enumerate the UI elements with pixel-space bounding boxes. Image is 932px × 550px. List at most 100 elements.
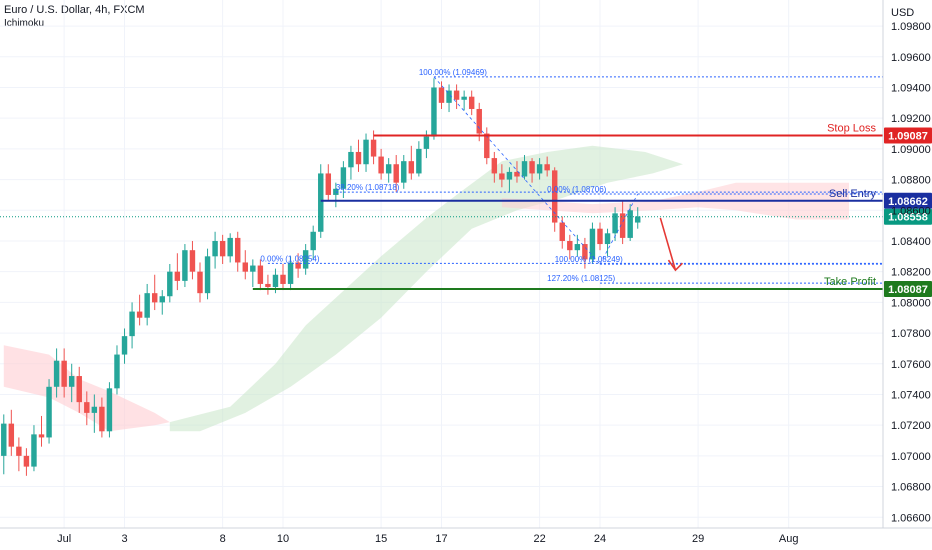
candle-body — [612, 213, 618, 234]
candle-body — [53, 360, 60, 387]
candle-body — [635, 216, 641, 223]
y-tick-label: 1.08800 — [891, 175, 931, 187]
y-tick-label: 1.09400 — [891, 82, 931, 94]
candle-body — [393, 164, 399, 183]
y-tick-label: 1.07000 — [891, 451, 931, 463]
candle-body — [416, 148, 422, 174]
candle-body — [318, 173, 324, 232]
candle-body — [99, 406, 105, 432]
candle-body — [23, 455, 30, 467]
price-badge — [884, 281, 932, 298]
fib-level-label: 0.00% (1.08254) — [260, 254, 319, 263]
candle-body — [106, 388, 113, 432]
candle-body — [242, 262, 248, 272]
candle-body — [295, 262, 301, 269]
candle-body — [544, 164, 550, 171]
candle-body — [250, 265, 256, 272]
candle-body — [551, 170, 558, 223]
candle-body — [204, 256, 211, 294]
candle-body — [151, 293, 158, 303]
candle-body — [348, 151, 354, 168]
fib-level-label: 0.00% (1.08706) — [547, 185, 606, 194]
candle-body — [182, 250, 188, 281]
y-tick-label: 1.07200 — [891, 420, 931, 432]
level-label: Stop Loss — [827, 123, 876, 135]
candle-body — [597, 228, 603, 245]
x-tick-label: Aug — [779, 533, 799, 545]
candle-body — [136, 311, 143, 318]
y-tick-label: 1.07400 — [891, 389, 931, 401]
x-tick-label: 17 — [435, 533, 447, 545]
candle-body — [144, 293, 150, 318]
x-tick-label: 10 — [277, 533, 289, 545]
fibonacci-lines: 100.00% (1.09469) 38.20% (1.08718) 0.00% (… — [260, 68, 883, 284]
candle-body — [438, 87, 445, 103]
candle-body — [567, 240, 573, 251]
candles — [1, 78, 641, 476]
candle-body — [235, 237, 241, 263]
x-tick-label: 8 — [220, 533, 226, 545]
candle-body — [310, 231, 316, 251]
candle-body — [219, 240, 226, 257]
candle-body — [355, 151, 362, 165]
candle-body — [46, 386, 52, 438]
indicator-label[interactable]: Ichimoku — [4, 18, 45, 29]
candle-body — [257, 265, 264, 284]
candle-body — [325, 173, 332, 195]
price-badge-text: 1.08662 — [888, 196, 928, 208]
candle-body — [574, 244, 581, 251]
candle-body — [627, 210, 633, 238]
candle-body — [227, 237, 233, 257]
candle-body — [265, 283, 271, 288]
candle-body — [491, 158, 498, 174]
x-tick-label: 22 — [533, 533, 545, 545]
grid-layer — [0, 0, 883, 528]
cloud-segment-red — [3, 345, 170, 432]
y-tick-label: 1.09600 — [891, 52, 931, 64]
y-tick-label: 1.09800 — [891, 21, 931, 33]
candle-body — [114, 354, 120, 389]
candle-body — [302, 250, 309, 269]
last-price-badge — [884, 208, 932, 225]
fib-level-label: 38.20% (1.08718) — [336, 183, 400, 192]
candle-body — [189, 250, 196, 272]
candle-body — [167, 271, 173, 297]
y-tick-label: 1.07800 — [891, 328, 931, 340]
fib-trend-line — [599, 193, 639, 265]
candle-body — [484, 133, 490, 159]
price-axis: USD 1.06600 1.06800 1.07000 1.07200 1.07400 1.… — [882, 0, 931, 528]
candle-body — [476, 108, 482, 134]
candle-body — [340, 167, 347, 189]
down-arrow-head — [667, 259, 684, 272]
candle-body — [8, 423, 15, 447]
fib-level-label: 100.00% (1.08249) — [555, 255, 623, 264]
y-tick-label: 1.06800 — [891, 482, 931, 494]
x-tick-label: Jul — [57, 533, 71, 545]
candle-body — [16, 446, 22, 456]
price-badge — [884, 192, 932, 209]
candle-body — [499, 173, 505, 180]
down-arrow — [659, 217, 677, 271]
cloud-segment-green — [169, 145, 684, 432]
price-badge-text: 1.09087 — [888, 131, 928, 143]
candle-body — [446, 90, 452, 103]
candle-body — [272, 274, 279, 288]
candle-body — [536, 164, 543, 174]
price-badge — [884, 127, 932, 144]
candle-body — [121, 336, 128, 355]
y-tick-label: 1.09200 — [891, 113, 931, 125]
candle-body — [619, 213, 626, 238]
fib-level-label: 100.00% (1.09469) — [419, 68, 487, 77]
price-badge-text: 1.08087 — [888, 284, 928, 296]
candle-body — [468, 96, 475, 109]
candle-body — [431, 87, 437, 137]
candle-body — [604, 233, 611, 245]
candle-body — [385, 164, 392, 174]
candle-body — [559, 222, 565, 241]
candle-body — [423, 136, 430, 149]
candle-body — [76, 376, 82, 403]
y-tick-label: 1.08200 — [891, 267, 931, 279]
candle-body — [1, 423, 7, 456]
candle-body — [287, 262, 294, 284]
